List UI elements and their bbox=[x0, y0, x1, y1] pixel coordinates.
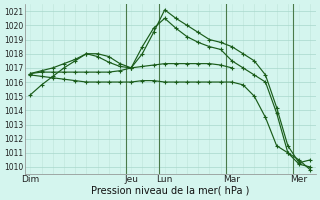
X-axis label: Pression niveau de la mer( hPa ): Pression niveau de la mer( hPa ) bbox=[91, 186, 250, 196]
